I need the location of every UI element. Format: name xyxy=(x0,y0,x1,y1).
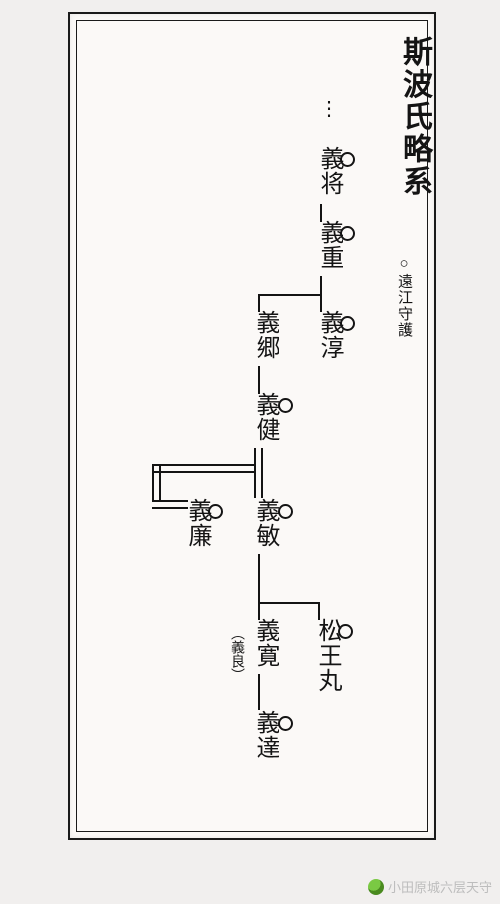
connector-double xyxy=(152,464,161,500)
diagram-title: 斯波氏略系 xyxy=(392,36,436,198)
title-annotation: ○遠江守護 xyxy=(394,256,415,338)
node-yoshishige: 義重 xyxy=(312,220,347,270)
wechat-icon xyxy=(368,879,384,895)
source-watermark: 小田原城六层天守 xyxy=(368,877,492,896)
connector xyxy=(258,602,320,604)
node-yoshikado: 義廉 xyxy=(180,498,215,548)
connector xyxy=(320,276,322,294)
node-yoshitoshi: 義敏 xyxy=(248,498,283,548)
ellipsis-icon: ⋮ xyxy=(316,96,340,114)
node-yoshihiro-alt: （義良） xyxy=(226,626,246,682)
node-yoshisato: 義郷 xyxy=(248,310,283,360)
connector xyxy=(320,204,322,220)
node-yoshitatsu: 義達 xyxy=(248,710,283,760)
connector-double xyxy=(152,464,256,473)
node-yoshiatsu: 義淳 xyxy=(312,310,347,360)
connector xyxy=(258,554,260,602)
node-yoshimasa: 義将 xyxy=(312,146,347,196)
connector xyxy=(258,294,322,296)
node-matsuomaru: 松王丸 xyxy=(310,618,345,693)
connector xyxy=(258,366,260,394)
node-yoshitake: 義健 xyxy=(248,392,283,442)
connector xyxy=(258,674,260,710)
page-root: 斯波氏略系 ○遠江守護 ⋮ 義将 義重 義淳 義郷 義健 義敏 義廉 松王丸 義… xyxy=(0,0,500,904)
connector-double xyxy=(254,448,263,498)
source-text: 小田原城六层天守 xyxy=(388,877,492,896)
node-yoshihiro: 義寛 xyxy=(248,618,283,668)
